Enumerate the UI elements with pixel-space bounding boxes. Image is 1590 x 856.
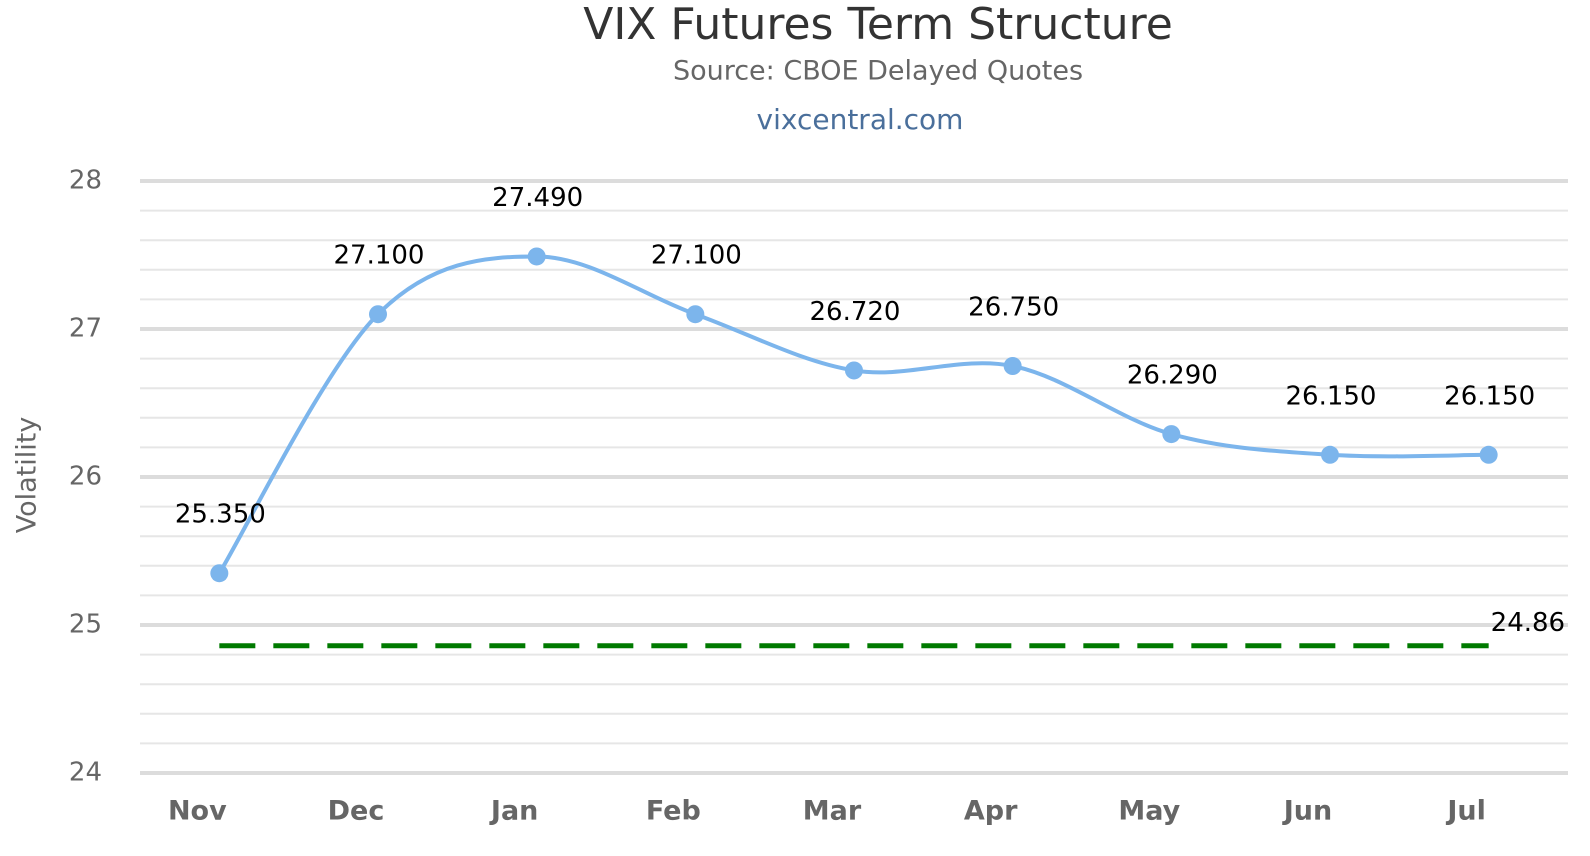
y-tick-label: 25 xyxy=(69,610,102,640)
data-point xyxy=(1003,357,1022,375)
reference-label: 24.86 xyxy=(1491,608,1565,638)
x-tick-label: Nov xyxy=(168,796,227,827)
data-label: 27.100 xyxy=(334,241,425,271)
data-label: 26.150 xyxy=(1286,381,1377,411)
data-point xyxy=(369,305,387,324)
data-label: 26.720 xyxy=(810,297,901,327)
chart-title: VIX Futures Term Structure xyxy=(583,0,1173,50)
x-tick-label: Feb xyxy=(646,796,701,827)
data-label: 25.350 xyxy=(175,500,266,530)
x-tick-label: Dec xyxy=(328,796,385,827)
y-tick-label: 27 xyxy=(69,314,102,344)
data-point xyxy=(845,361,863,380)
y-tick-label: 28 xyxy=(69,166,102,196)
x-tick-label: Jan xyxy=(489,796,539,827)
x-tick-label: May xyxy=(1118,796,1180,827)
x-tick-label: Jul xyxy=(1445,796,1486,827)
y-tick-label: 24 xyxy=(69,758,102,788)
data-point xyxy=(686,305,705,324)
data-label: 26.150 xyxy=(1444,381,1535,411)
data-point xyxy=(1321,445,1339,464)
data-label: 27.490 xyxy=(492,183,583,213)
data-label: 26.290 xyxy=(1127,361,1218,391)
data-point xyxy=(527,247,546,266)
data-point xyxy=(1479,445,1498,464)
chart-subtitle: Source: CBOE Delayed Quotes xyxy=(673,56,1083,87)
y-tick-label: 26 xyxy=(69,462,102,492)
credit: vixcentral.com xyxy=(757,103,964,136)
x-tick-label: Mar xyxy=(803,796,862,827)
x-tick-label: Jun xyxy=(1282,796,1333,827)
x-tick-label: Apr xyxy=(964,796,1018,827)
data-point xyxy=(210,564,229,583)
data-label: 27.100 xyxy=(651,241,742,271)
data-label: 26.750 xyxy=(968,293,1059,323)
y-axis-label: Volatility xyxy=(12,417,43,534)
data-point xyxy=(1162,425,1181,444)
